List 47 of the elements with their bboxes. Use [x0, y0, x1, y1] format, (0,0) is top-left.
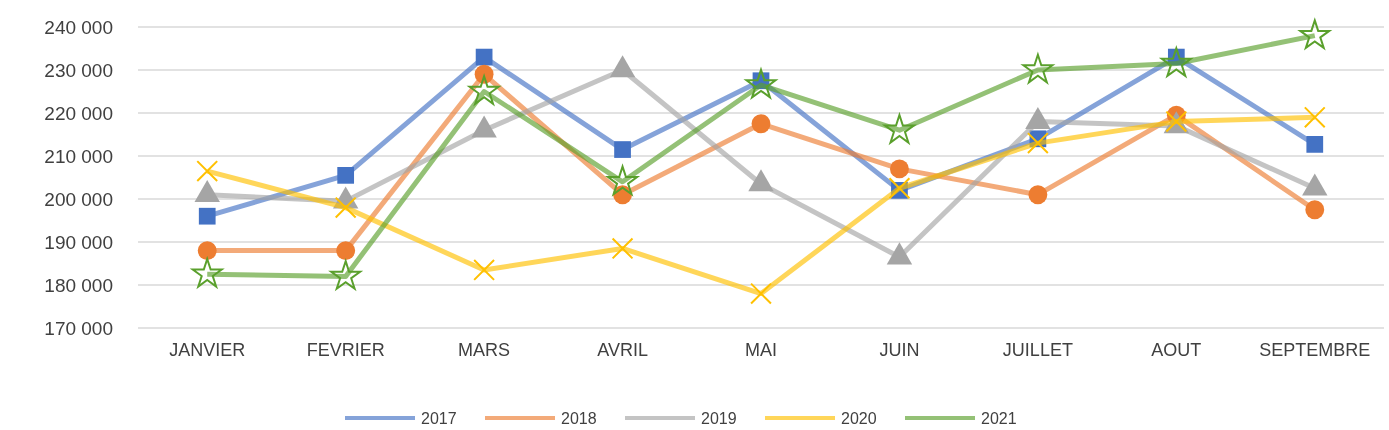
legend-label: 2018 [561, 410, 597, 427]
y-tick-label: 200 000 [44, 188, 113, 210]
point [751, 114, 771, 134]
point [1305, 200, 1325, 220]
point [1297, 17, 1333, 51]
point [605, 163, 640, 197]
point [614, 141, 631, 158]
point [1026, 132, 1049, 155]
point [1020, 51, 1056, 85]
point [189, 256, 225, 290]
point [475, 48, 493, 66]
point [197, 241, 217, 261]
point [334, 196, 357, 219]
point [888, 177, 911, 200]
x-tick-label: JUILLET [1002, 339, 1073, 360]
point [1306, 136, 1324, 153]
x-tick-label: AVRIL [597, 339, 648, 360]
x-tick-label: JUIN [879, 339, 920, 360]
point [743, 66, 779, 100]
point [198, 207, 216, 225]
y-tick-label: 240 000 [44, 16, 113, 38]
y-tick-label: 190 000 [44, 231, 113, 253]
y-tick-label: 180 000 [44, 274, 113, 296]
x-tick-label: JANVIER [169, 339, 246, 360]
x-tick-label: MARS [458, 339, 511, 360]
point [1028, 185, 1048, 205]
y-tick-label: 220 000 [44, 102, 113, 124]
point [337, 166, 355, 184]
y-tick-label: 230 000 [44, 59, 113, 81]
legend-label: 2021 [981, 410, 1017, 427]
x-tick-label: SEPTEMBRE [1259, 339, 1371, 360]
point [750, 282, 772, 305]
x-tick-label: MAI [744, 339, 778, 360]
legend-label: 2020 [841, 410, 877, 427]
point [890, 159, 909, 179]
legend-label: 2019 [701, 410, 737, 427]
legend-label: 2017 [421, 410, 457, 427]
point [1303, 106, 1326, 129]
point [466, 73, 502, 107]
y-tick-label: 170 000 [44, 317, 113, 339]
y-tick-label: 210 000 [44, 145, 113, 167]
x-tick-label: FEVRIER [306, 339, 385, 360]
x-tick-label: AOUT [1151, 339, 1202, 360]
point [196, 160, 219, 182]
point [336, 241, 356, 261]
point [473, 259, 496, 281]
point [611, 237, 634, 260]
